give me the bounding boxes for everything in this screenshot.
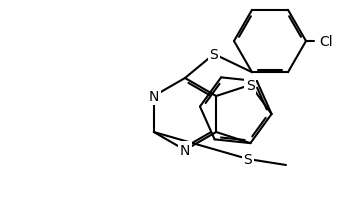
Text: N: N bbox=[180, 143, 190, 157]
Text: S: S bbox=[244, 152, 252, 166]
Text: N: N bbox=[149, 89, 159, 103]
Text: S: S bbox=[210, 48, 218, 62]
Text: Cl: Cl bbox=[319, 35, 333, 49]
Text: S: S bbox=[246, 79, 255, 93]
